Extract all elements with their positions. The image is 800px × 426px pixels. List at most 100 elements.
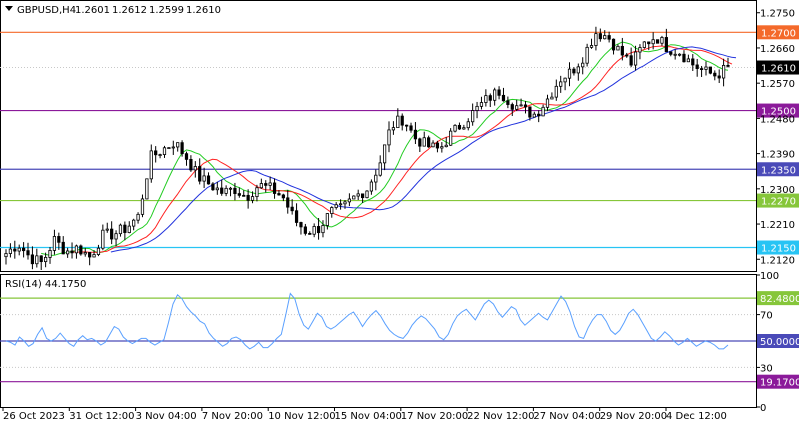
time-tick-label: 26 Oct 2023: [3, 411, 65, 422]
bull-candle: [312, 226, 316, 235]
bull-candle: [581, 62, 585, 68]
bull-candle: [391, 127, 396, 131]
bear-candle: [61, 241, 65, 255]
ohlc-close: 1.2610: [186, 5, 221, 16]
bear-candle: [699, 68, 704, 70]
bull-candle: [17, 247, 21, 252]
bull-candle: [449, 130, 453, 146]
rsi-levels: 82.4800 50.0000 19.1700: [0, 291, 800, 389]
price-tick-label: 1.2570: [760, 79, 795, 90]
ohlc-high: 1.2612: [112, 5, 147, 16]
bull-candle: [369, 181, 374, 192]
price-levels: 1.2700 1.2500 1.2350 1.2270 1.2150 1.2610: [0, 25, 799, 255]
bear-candle: [501, 94, 506, 102]
rsi-level-tag-bg: [757, 291, 799, 306]
bear-candle: [510, 104, 514, 110]
bear-candle: [360, 193, 365, 199]
bull-candle: [550, 96, 554, 100]
bear-candle: [57, 236, 61, 243]
bear-candle: [88, 252, 92, 258]
bull-candle: [554, 85, 558, 98]
bull-candle: [255, 187, 259, 197]
bear-candle: [286, 197, 290, 208]
bear-candle: [629, 55, 633, 66]
bull-candle: [721, 64, 726, 79]
bull-candle: [475, 105, 479, 111]
price-panel[interactable]: 1.2700 1.2500 1.2350 1.2270 1.2150 1.2610 1.2…: [0, 0, 799, 272]
bull-candle: [202, 175, 206, 182]
rsi-tick-label: 0: [760, 403, 766, 414]
bull-candle: [74, 245, 79, 254]
bear-candle: [506, 100, 510, 105]
bear-candle: [497, 89, 501, 96]
bull-candle: [118, 224, 123, 235]
price-panel-frame: [0, 0, 757, 272]
bull-candle: [343, 201, 347, 205]
bull-candle: [541, 106, 545, 117]
bull-candle: [493, 89, 497, 101]
bull-candle: [321, 225, 325, 234]
bear-candle: [21, 247, 26, 252]
bull-candle: [642, 41, 646, 48]
bear-candle: [528, 106, 532, 118]
bull-candle: [484, 95, 488, 103]
bear-candle: [427, 137, 431, 148]
bull-candle: [422, 137, 426, 147]
rsi-level-tag-bg: [757, 334, 799, 348]
bull-candle: [167, 147, 171, 150]
price-tick-label: 1.2390: [760, 150, 795, 161]
rsi-level-tag-bg: [757, 374, 799, 389]
bear-candle: [664, 37, 668, 53]
bull-candle: [352, 195, 356, 200]
level-tag-1.2500: 1.2500: [757, 103, 799, 118]
bull-candle: [585, 46, 589, 64]
bull-candle: [96, 247, 101, 255]
price-tick-label: 1.2660: [760, 44, 795, 55]
bear-candle: [184, 153, 189, 160]
bull-candle: [145, 178, 149, 200]
current-price-tag-text: 1.2610: [761, 64, 796, 75]
bear-candle: [264, 183, 268, 186]
bull-candle: [378, 162, 382, 176]
bull-candle: [515, 105, 519, 110]
bull-candle: [466, 121, 470, 129]
level-tag-1.2500-bg: [757, 103, 799, 118]
bull-candle: [559, 81, 563, 87]
bull-candle: [330, 207, 334, 214]
bull-candle: [162, 147, 167, 155]
time-tick-label: 4 Dec 12:00: [666, 411, 727, 422]
bull-candle: [471, 110, 475, 123]
bull-candle: [382, 144, 387, 164]
rsi-panel[interactable]: 82.4800 50.0000 19.1700 100 70 30 0 RSI(14) 4…: [0, 271, 800, 414]
bear-candle: [294, 210, 299, 223]
bear-candle: [180, 142, 184, 155]
bull-candle: [48, 250, 52, 258]
candles: [4, 26, 730, 270]
bull-candle: [325, 213, 329, 226]
level-tag-1.2350: 1.2350: [757, 162, 799, 177]
bear-candle: [435, 142, 440, 149]
bull-candle: [387, 129, 391, 146]
price-tick-label: 1.2210: [760, 220, 795, 231]
bear-candle: [316, 226, 321, 234]
bear-candle: [303, 226, 307, 234]
price-tick-label: 1.2300: [760, 185, 795, 196]
bull-candle: [374, 174, 378, 183]
bear-candle: [713, 72, 717, 77]
time-tick-label: 22 Nov 12:00: [467, 411, 534, 422]
bull-candle: [356, 193, 360, 197]
collapse-triangle-icon[interactable]: [5, 6, 13, 11]
bear-candle: [620, 45, 624, 56]
bull-candle: [101, 229, 105, 249]
bull-candle: [268, 182, 272, 186]
bear-candle: [70, 250, 74, 254]
bear-candle: [695, 64, 699, 69]
bull-candle: [396, 115, 400, 129]
current-price-tag: 1.2610: [757, 60, 799, 75]
bull-candle: [149, 150, 153, 180]
rsi-dotted-line: [0, 314, 756, 368]
bear-candle: [154, 150, 158, 156]
bear-candle: [242, 194, 246, 197]
bull-candle: [594, 33, 598, 46]
